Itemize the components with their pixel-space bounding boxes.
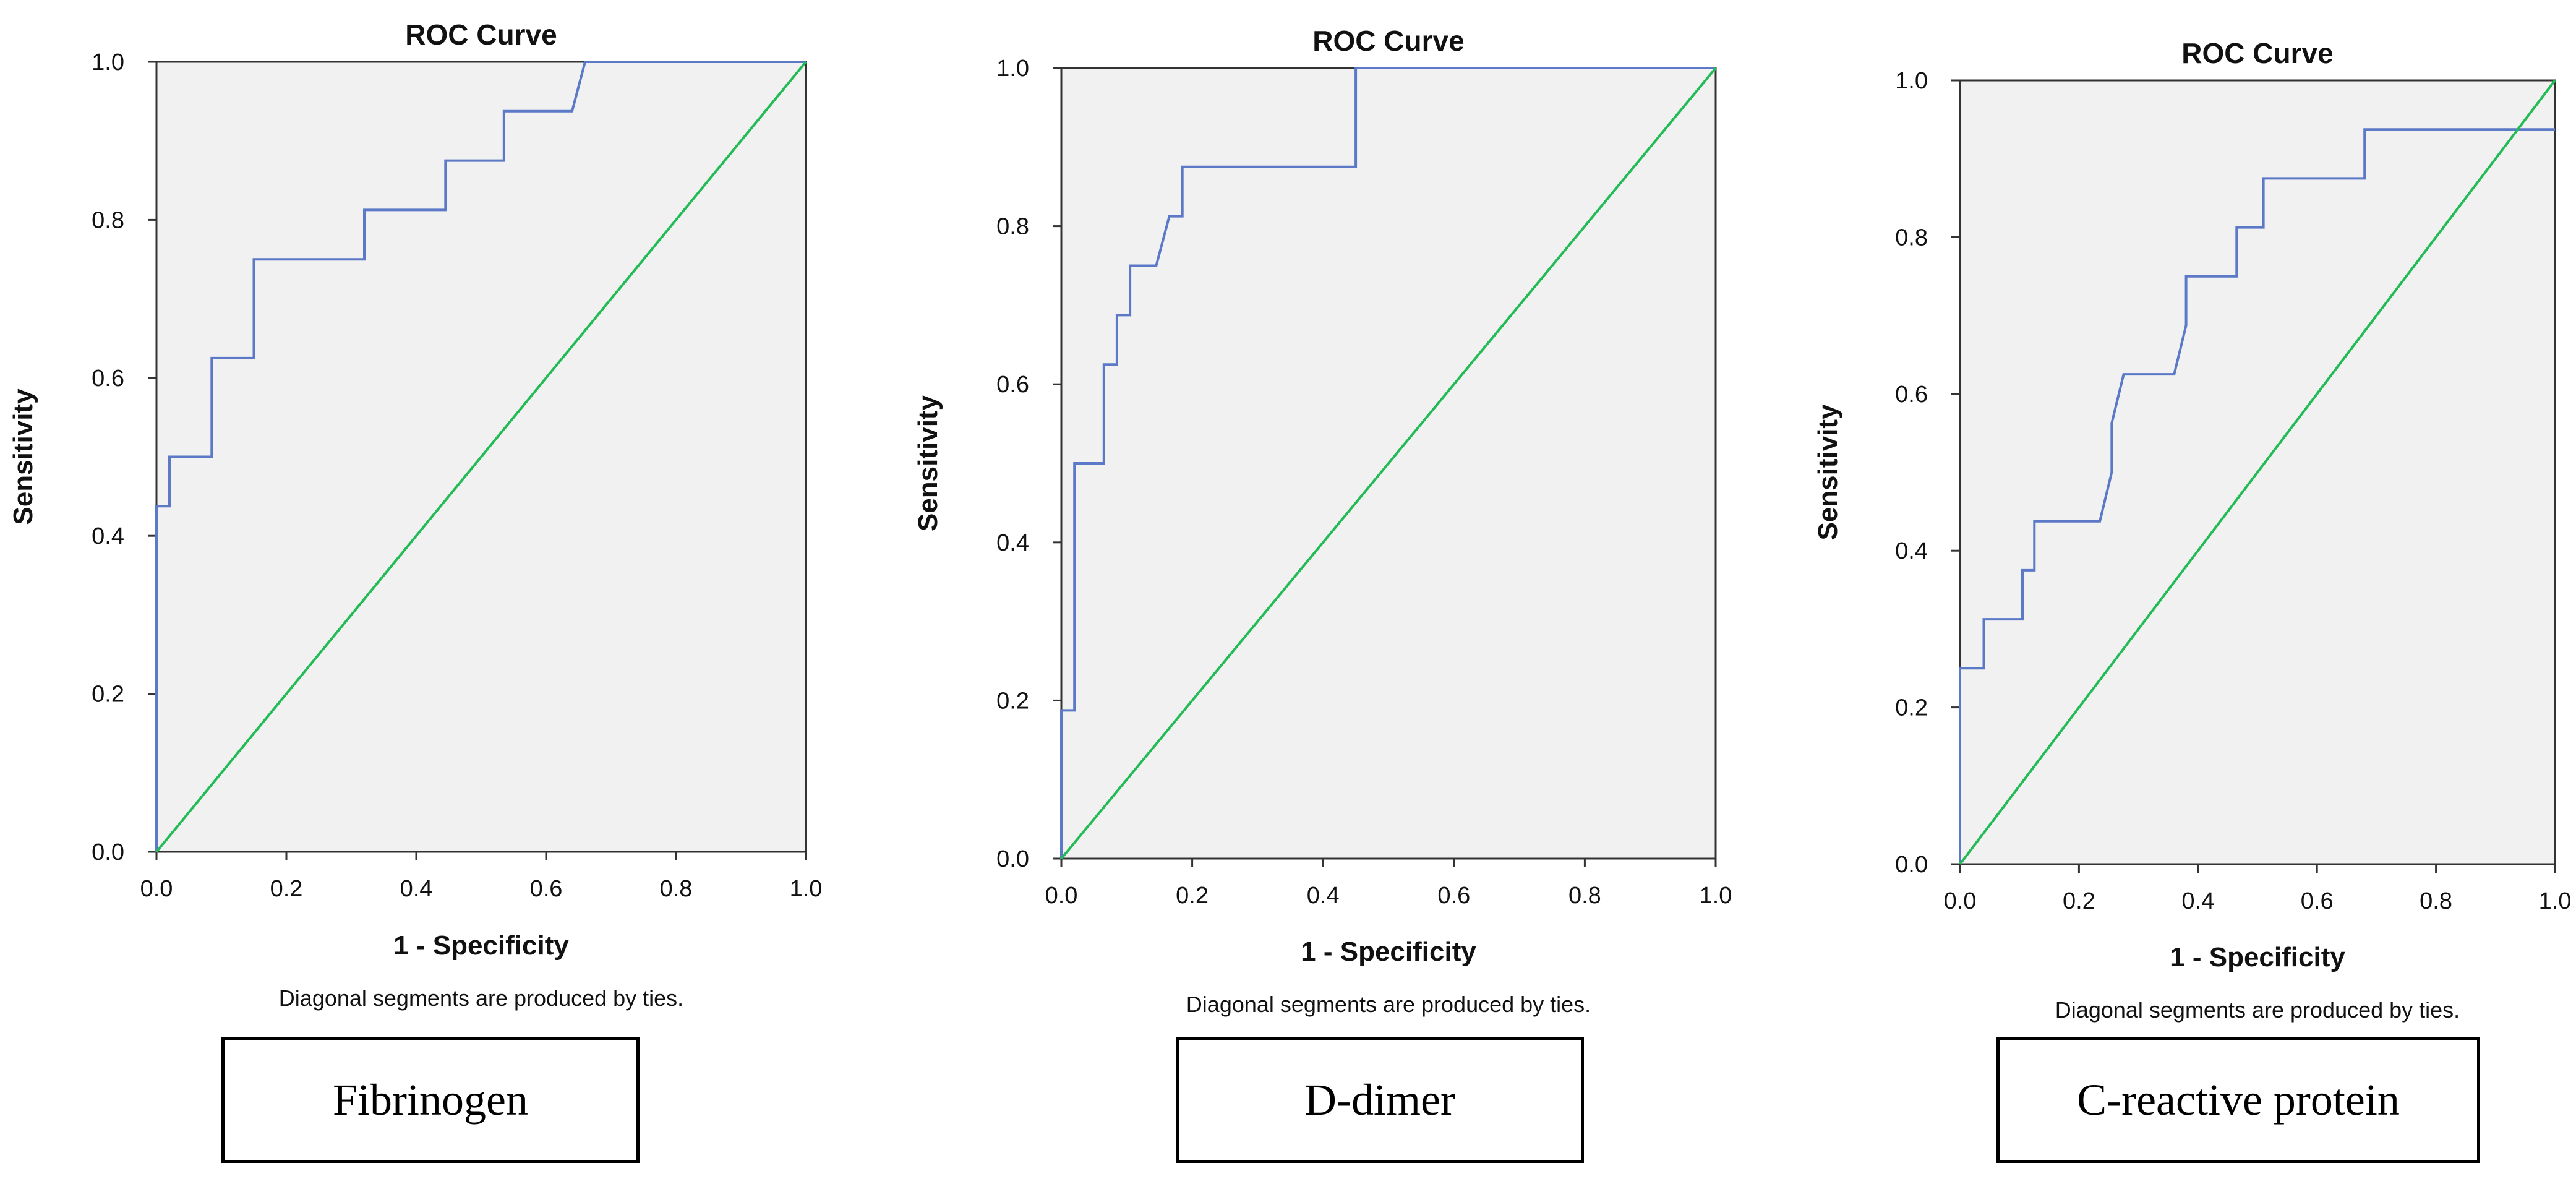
x-tick-label: 0.8 — [2420, 888, 2452, 914]
reference-line — [1060, 67, 1717, 860]
y-tick-label: 0.8 — [92, 207, 124, 233]
x-tick-label: 0.8 — [660, 876, 693, 902]
roc-panel-c-reactive-protein: ROC Curve 0.0 0.2 0.4 0.6 0.8 1.0 0.0 0.2 0.4 0.6 0… — [1813, 37, 2571, 1023]
y-tick-label: 1.0 — [92, 49, 124, 75]
chart-title: ROC Curve — [2181, 37, 2333, 69]
roc-curve-d-dimer — [1060, 67, 1716, 859]
y-tick-label: 0.2 — [92, 682, 124, 708]
x-tick-label: 1.0 — [2539, 888, 2572, 914]
x-tick-label: 0.2 — [270, 876, 303, 902]
x-tick-label: 0.0 — [1045, 883, 1078, 909]
y-tick-label: 0.0 — [92, 839, 124, 865]
x-tick-label: 0.4 — [400, 876, 433, 902]
reference-line — [155, 61, 807, 853]
chart-footnote: Diagonal segments are produced by ties. — [1186, 992, 1591, 1017]
x-tick-label: 0.6 — [530, 876, 563, 902]
roc-panel-d-dimer: ROC Curve 0.0 0.2 0.4 0.6 0.8 1.0 0.0 0.2 0.4 0.6 0… — [913, 25, 1732, 1017]
caption-d-dimer-text: D-dimer — [1304, 1075, 1455, 1125]
x-axis-label: 1 - Specificity — [2170, 942, 2345, 972]
y-tick-label: 0.6 — [1895, 382, 1928, 408]
roc-curve-c-reactive-protein — [1959, 128, 2555, 864]
roc-panel-fibrinogen: ROC Curve 0.0 0.2 0.4 0.6 0.8 1.0 0.0 0.2 0.4 0.6 0… — [8, 19, 822, 1011]
reference-line — [1959, 79, 2556, 865]
y-tick-label: 0.4 — [996, 530, 1029, 556]
y-axis-label: Sensitivity — [1813, 404, 1843, 541]
y-tick-label: 0.4 — [1895, 538, 1928, 564]
x-tick-label: 0.4 — [2181, 888, 2214, 914]
y-tick-label: 1.0 — [1895, 68, 1928, 94]
x-tick-label: 0.2 — [1176, 883, 1209, 909]
y-tick-label: 0.8 — [996, 214, 1029, 240]
x-tick-label: 0.6 — [1437, 883, 1470, 909]
y-axis-label: Sensitivity — [8, 388, 38, 525]
caption-d-dimer: D-dimer — [1176, 1037, 1584, 1163]
x-tick-label: 0.6 — [2301, 888, 2334, 914]
y-tick-label: 0.6 — [92, 366, 124, 392]
caption-fibrinogen: Fibrinogen — [221, 1037, 640, 1163]
x-tick-label: 1.0 — [1700, 883, 1732, 909]
chart-footnote: Diagonal segments are produced by ties. — [279, 985, 683, 1011]
x-tick-label: 0.0 — [140, 876, 173, 902]
chart-title: ROC Curve — [1312, 25, 1464, 57]
chart-footnote: Diagonal segments are produced by ties. — [2055, 997, 2460, 1023]
y-axis-label: Sensitivity — [913, 395, 943, 531]
x-axis-label: 1 - Specificity — [393, 930, 569, 961]
y-tick-label: 0.2 — [996, 688, 1029, 714]
x-tick-label: 0.4 — [1307, 883, 1340, 909]
y-tick-label: 0.2 — [1895, 695, 1928, 721]
x-tick-label: 0.8 — [1568, 883, 1601, 909]
caption-c-reactive-protein: C-reactive protein — [1996, 1037, 2480, 1163]
x-axis-label: 1 - Specificity — [1301, 937, 1476, 967]
x-tick-label: 0.2 — [2063, 888, 2095, 914]
y-tick-label: 1.0 — [996, 56, 1029, 82]
y-tick-label: 0.4 — [92, 523, 124, 549]
y-tick-label: 0.6 — [996, 372, 1029, 398]
x-tick-label: 0.0 — [1944, 888, 1977, 914]
x-tick-label: 1.0 — [790, 876, 823, 902]
y-tick-label: 0.0 — [1895, 852, 1928, 878]
roc-curve-fibrinogen — [155, 61, 806, 852]
y-tick-label: 0.8 — [1895, 225, 1928, 251]
y-tick-label: 0.0 — [996, 846, 1029, 872]
caption-c-reactive-protein-text: C-reactive protein — [2077, 1075, 2400, 1125]
chart-title: ROC Curve — [405, 19, 557, 51]
caption-fibrinogen-text: Fibrinogen — [333, 1075, 528, 1125]
